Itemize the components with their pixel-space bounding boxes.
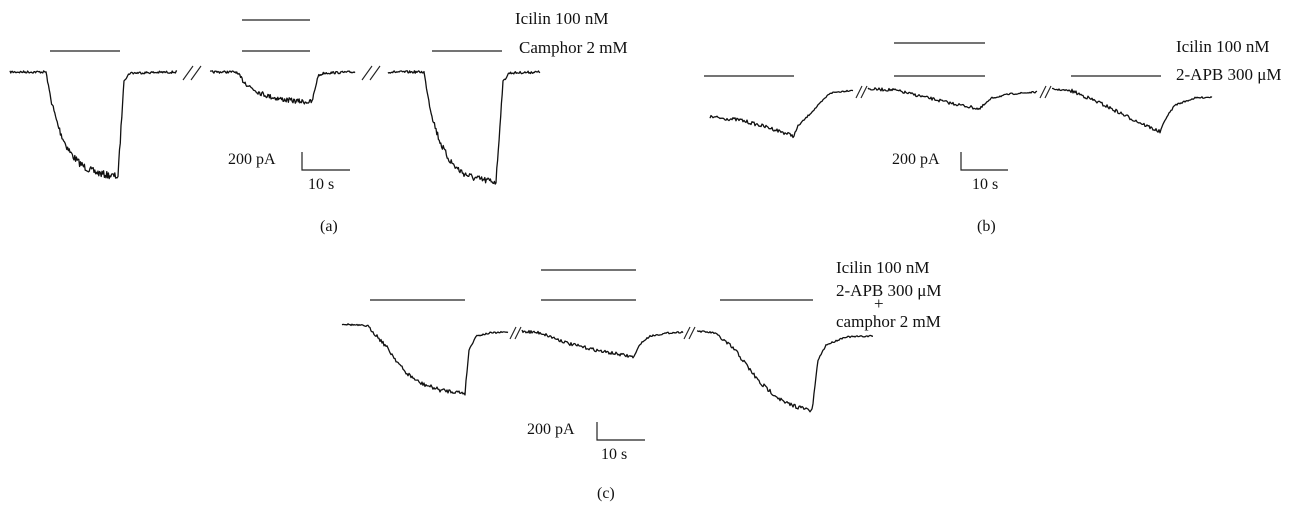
panel-c-scale-time: 10 s <box>601 446 627 463</box>
panel-a-legend-1: Icilin 100 nM <box>515 9 609 28</box>
panel-b-trace-1 <box>709 89 854 139</box>
panel-b-legend-2: 2-APB 300 μM <box>1176 65 1281 84</box>
panel-a: Icilin 100 nM Camphor 2 mM 200 pA 10 s (… <box>9 9 628 235</box>
panel-c-break-1 <box>509 326 522 340</box>
panel-c-trace-2 <box>521 329 684 359</box>
panel-b-break-1 <box>855 85 868 99</box>
panel-c-trace-1 <box>341 323 509 396</box>
panel-b-caption: (b) <box>977 218 996 235</box>
panel-b-scale-time: 10 s <box>972 176 998 193</box>
panel-c-trace-3 <box>696 330 873 413</box>
panel-b-scale-bar <box>960 152 1008 171</box>
panel-a-break-2 <box>361 65 381 81</box>
panel-c-caption: (c) <box>597 485 615 502</box>
panel-a-trace-2 <box>209 70 356 105</box>
panel-a-scale-time: 10 s <box>308 176 334 193</box>
panel-a-trace-3 <box>387 70 541 185</box>
panel-a-scale-bar <box>301 152 350 171</box>
panel-b-legend-1: Icilin 100 nM <box>1176 37 1270 56</box>
panel-c-legend-2: 2-APB 300 μM <box>836 281 941 300</box>
panel-a-legend-2: Camphor 2 mM <box>519 38 628 57</box>
panel-c-legend-1: Icilin 100 nM <box>836 258 930 277</box>
panel-c-scale-current: 200 pA <box>527 421 575 438</box>
panel-b-scale-current: 200 pA <box>892 151 940 168</box>
panel-b-trace-3 <box>1051 87 1213 134</box>
panel-b: Icilin 100 nM 2-APB 300 μM 200 pA 10 s (… <box>704 37 1281 235</box>
panel-a-caption: (a) <box>320 218 338 235</box>
panel-b-trace-2 <box>867 87 1038 111</box>
panel-a-break-1 <box>182 65 202 81</box>
panel-a-scale-current: 200 pA <box>228 151 276 168</box>
panel-c: Icilin 100 nM 2-APB 300 μM + camphor 2 m… <box>341 258 941 502</box>
panel-b-break-2 <box>1039 85 1052 99</box>
panel-c-break-2 <box>683 326 696 340</box>
panel-c-legend-plus: + <box>874 294 884 313</box>
panel-c-scale-bar <box>596 422 645 441</box>
panel-c-legend-3: camphor 2 mM <box>836 312 941 331</box>
panel-a-trace-1 <box>9 70 178 180</box>
